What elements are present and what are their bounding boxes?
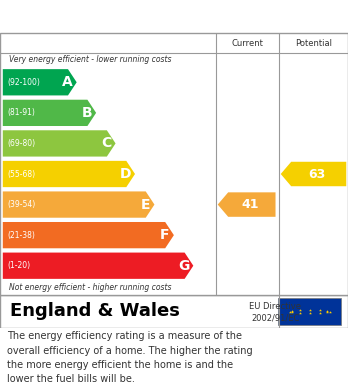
Polygon shape [3, 69, 77, 95]
Bar [278, 298, 341, 325]
Text: 63: 63 [308, 167, 326, 181]
Text: B: B [81, 106, 92, 120]
Text: (92-100): (92-100) [8, 78, 40, 87]
Text: Very energy efficient - lower running costs: Very energy efficient - lower running co… [9, 56, 171, 65]
Polygon shape [3, 161, 135, 187]
Polygon shape [3, 253, 193, 279]
Text: E: E [141, 197, 150, 212]
Text: C: C [101, 136, 111, 151]
Text: (55-68): (55-68) [8, 170, 36, 179]
Text: F: F [160, 228, 170, 242]
Polygon shape [3, 192, 155, 218]
Polygon shape [218, 192, 276, 217]
Text: G: G [178, 259, 189, 273]
Polygon shape [3, 222, 174, 248]
Text: D: D [119, 167, 131, 181]
Text: EU Directive: EU Directive [249, 302, 301, 311]
Text: England & Wales: England & Wales [10, 303, 180, 321]
Text: (21-38): (21-38) [8, 231, 35, 240]
Text: Not energy efficient - higher running costs: Not energy efficient - higher running co… [9, 283, 171, 292]
Polygon shape [3, 130, 116, 156]
Polygon shape [3, 100, 96, 126]
Text: (1-20): (1-20) [8, 261, 31, 270]
Text: 41: 41 [242, 198, 259, 211]
Text: Energy Efficiency Rating: Energy Efficiency Rating [10, 9, 220, 24]
Polygon shape [281, 162, 346, 186]
Text: Current: Current [231, 38, 263, 47]
Text: 2002/91/EC: 2002/91/EC [251, 314, 299, 323]
Text: (81-91): (81-91) [8, 108, 35, 117]
Text: Potential: Potential [295, 38, 332, 47]
Text: (69-80): (69-80) [8, 139, 36, 148]
Text: A: A [62, 75, 72, 89]
Text: The energy efficiency rating is a measure of the
overall efficiency of a home. T: The energy efficiency rating is a measur… [7, 331, 253, 384]
Text: (39-54): (39-54) [8, 200, 36, 209]
